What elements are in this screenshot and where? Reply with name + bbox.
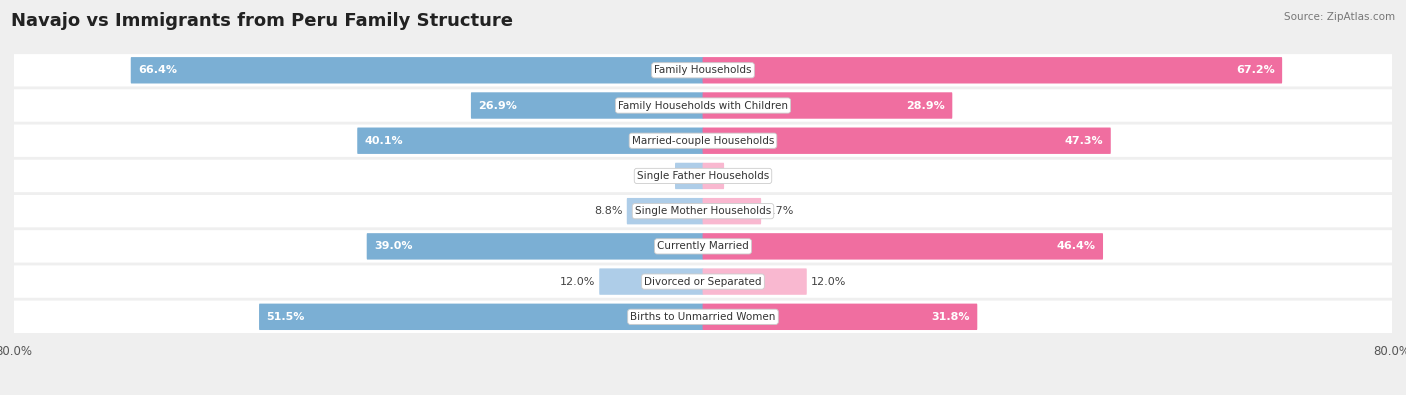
Text: 2.4%: 2.4% xyxy=(728,171,756,181)
Text: 28.9%: 28.9% xyxy=(907,100,945,111)
FancyBboxPatch shape xyxy=(10,124,1396,157)
FancyBboxPatch shape xyxy=(10,265,1396,298)
FancyBboxPatch shape xyxy=(675,163,703,189)
Text: 67.2%: 67.2% xyxy=(1236,65,1275,75)
Text: 12.0%: 12.0% xyxy=(811,276,846,287)
FancyBboxPatch shape xyxy=(10,230,1396,263)
Text: 66.4%: 66.4% xyxy=(138,65,177,75)
FancyBboxPatch shape xyxy=(703,304,977,330)
Text: 40.1%: 40.1% xyxy=(364,136,404,146)
Text: Married-couple Households: Married-couple Households xyxy=(631,136,775,146)
FancyBboxPatch shape xyxy=(703,128,1111,154)
Text: 12.0%: 12.0% xyxy=(560,276,595,287)
FancyBboxPatch shape xyxy=(367,233,703,260)
Text: Births to Unmarried Women: Births to Unmarried Women xyxy=(630,312,776,322)
Text: 47.3%: 47.3% xyxy=(1064,136,1104,146)
Text: 26.9%: 26.9% xyxy=(478,100,517,111)
Text: Single Mother Households: Single Mother Households xyxy=(636,206,770,216)
Text: 46.4%: 46.4% xyxy=(1057,241,1095,251)
Text: 51.5%: 51.5% xyxy=(266,312,305,322)
FancyBboxPatch shape xyxy=(703,198,761,224)
FancyBboxPatch shape xyxy=(471,92,703,119)
FancyBboxPatch shape xyxy=(10,160,1396,192)
FancyBboxPatch shape xyxy=(703,233,1104,260)
FancyBboxPatch shape xyxy=(627,198,703,224)
FancyBboxPatch shape xyxy=(10,54,1396,87)
Text: Source: ZipAtlas.com: Source: ZipAtlas.com xyxy=(1284,12,1395,22)
FancyBboxPatch shape xyxy=(10,195,1396,228)
Text: Navajo vs Immigrants from Peru Family Structure: Navajo vs Immigrants from Peru Family St… xyxy=(11,12,513,30)
Text: 6.7%: 6.7% xyxy=(765,206,793,216)
FancyBboxPatch shape xyxy=(259,304,703,330)
Text: 8.8%: 8.8% xyxy=(595,206,623,216)
Text: 3.2%: 3.2% xyxy=(643,171,671,181)
FancyBboxPatch shape xyxy=(703,92,952,119)
FancyBboxPatch shape xyxy=(703,163,724,189)
Text: 31.8%: 31.8% xyxy=(931,312,970,322)
FancyBboxPatch shape xyxy=(703,57,1282,83)
Text: Currently Married: Currently Married xyxy=(657,241,749,251)
FancyBboxPatch shape xyxy=(10,301,1396,333)
FancyBboxPatch shape xyxy=(703,268,807,295)
Text: Divorced or Separated: Divorced or Separated xyxy=(644,276,762,287)
FancyBboxPatch shape xyxy=(599,268,703,295)
Text: 39.0%: 39.0% xyxy=(374,241,412,251)
Text: Family Households with Children: Family Households with Children xyxy=(619,100,787,111)
FancyBboxPatch shape xyxy=(131,57,703,83)
FancyBboxPatch shape xyxy=(10,89,1396,122)
Text: Family Households: Family Households xyxy=(654,65,752,75)
FancyBboxPatch shape xyxy=(357,128,703,154)
Text: Single Father Households: Single Father Households xyxy=(637,171,769,181)
